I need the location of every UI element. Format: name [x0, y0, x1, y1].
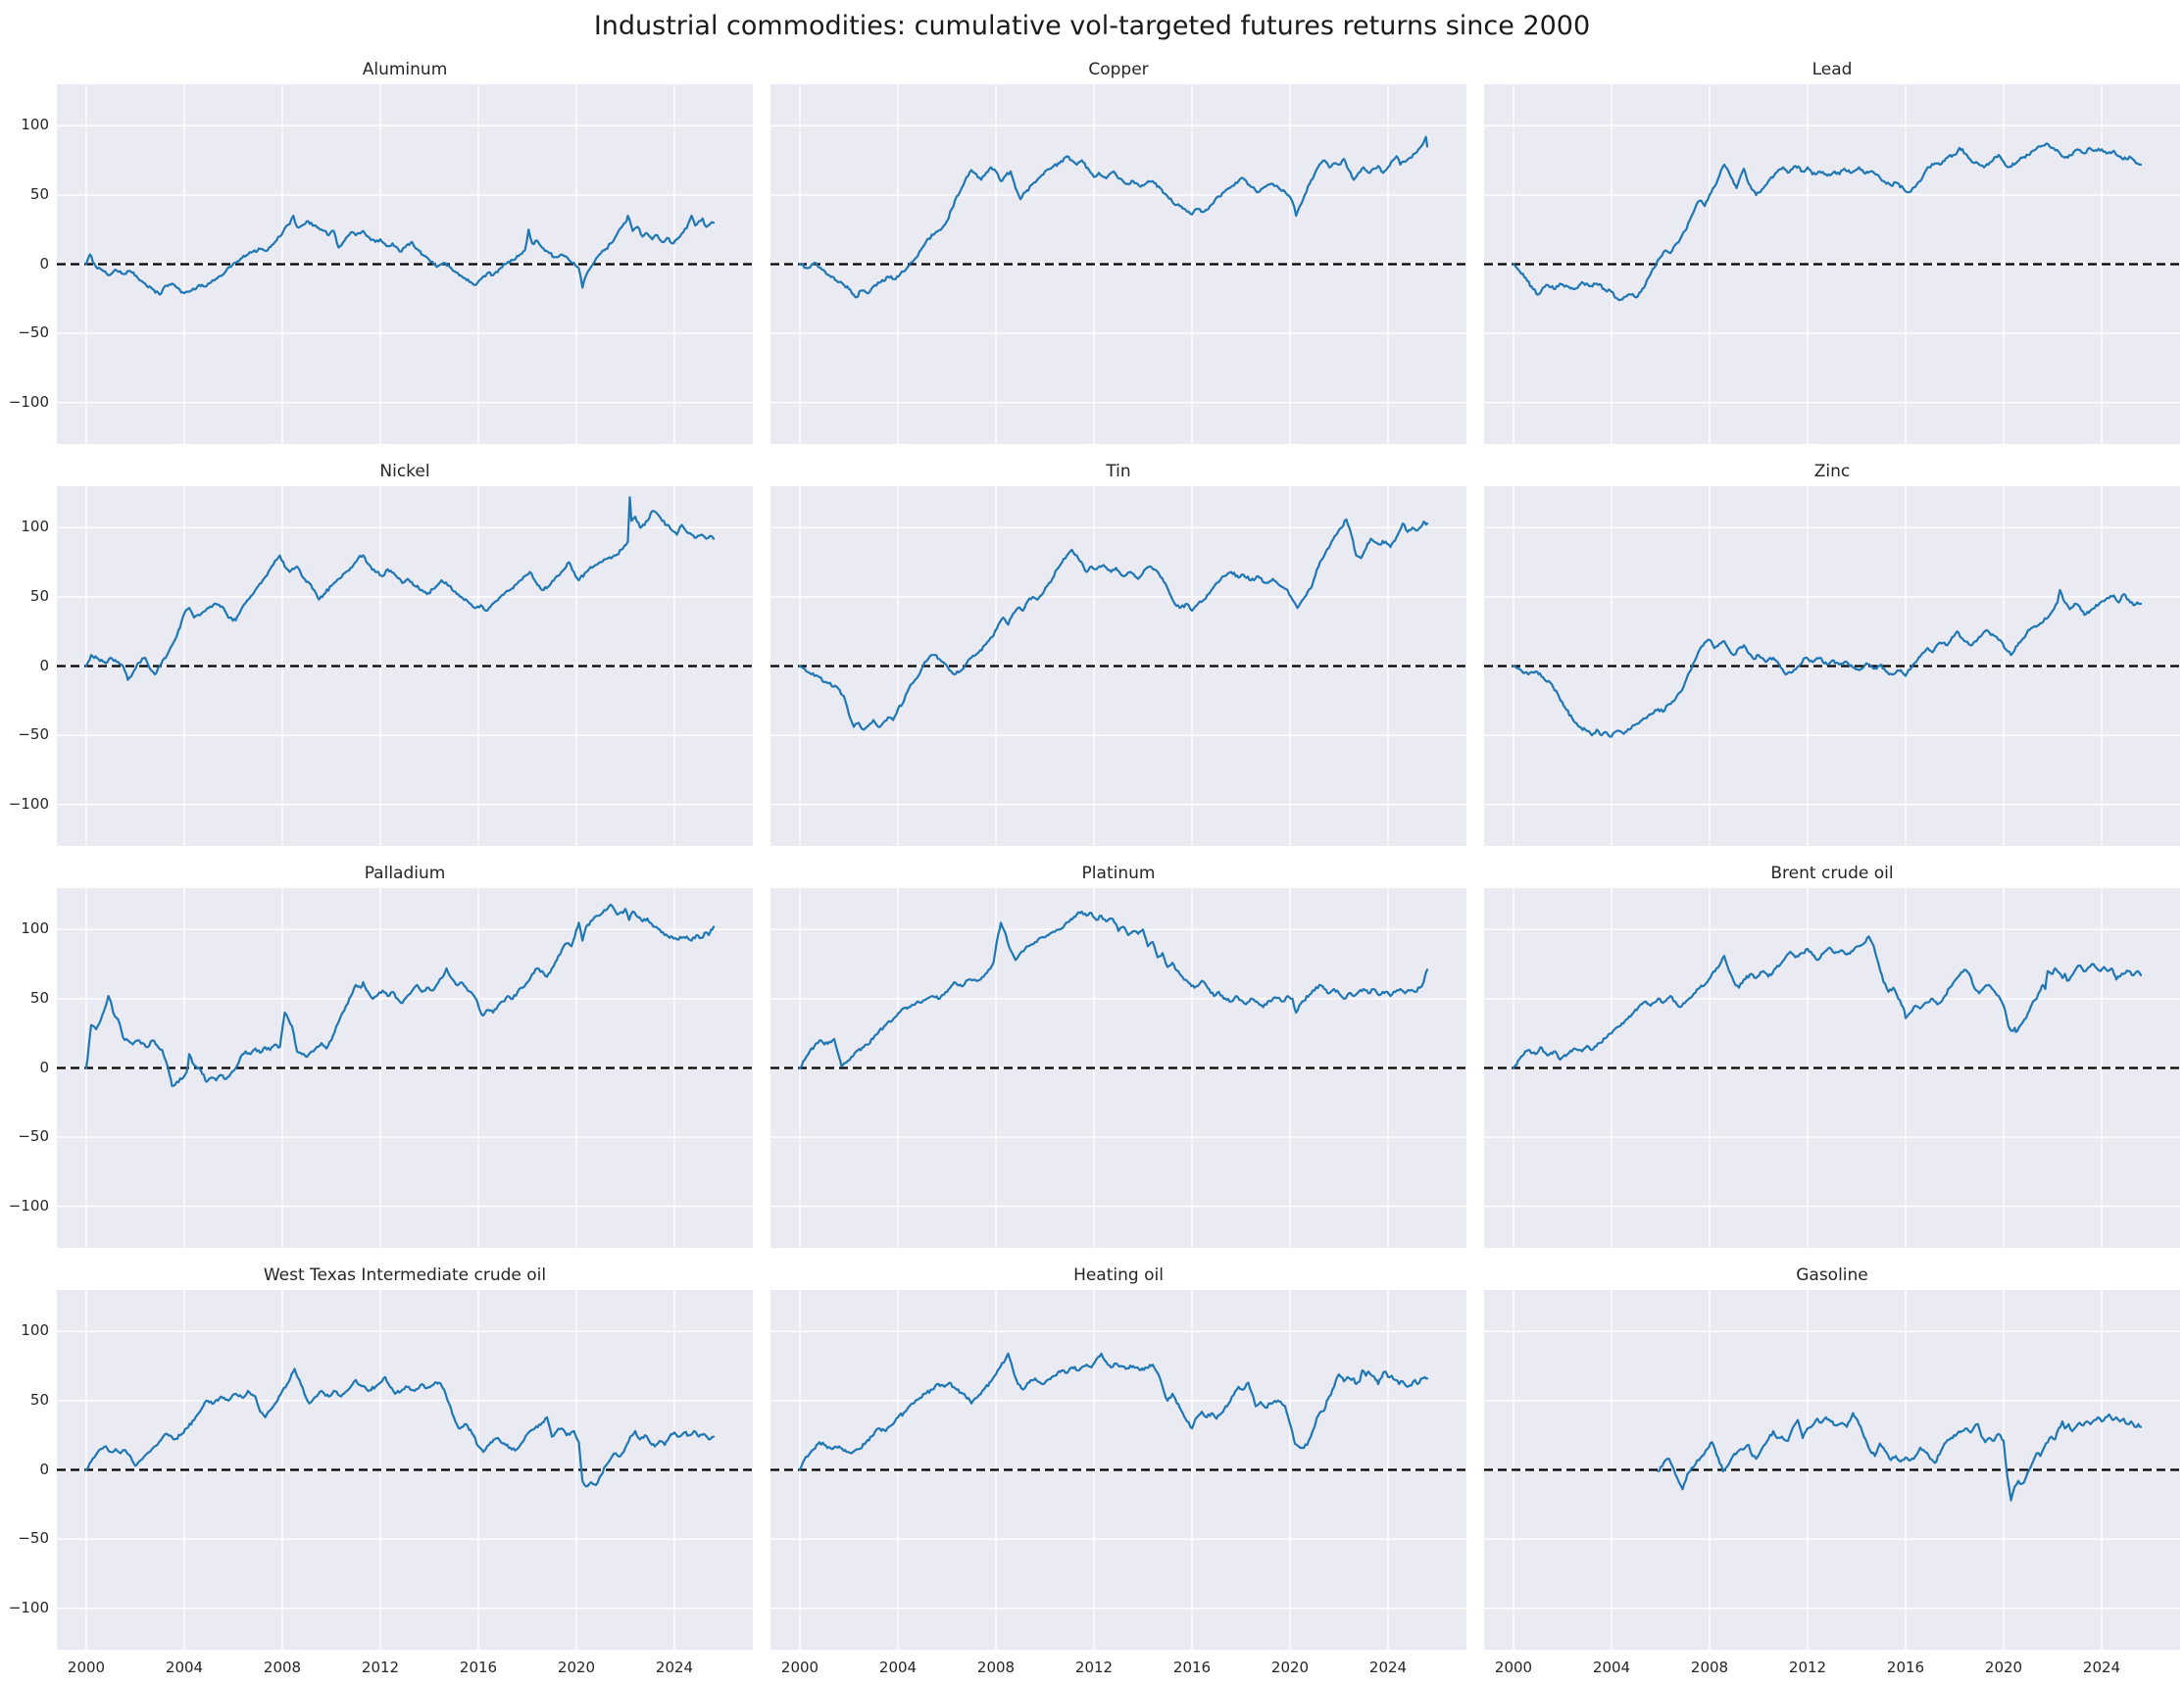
subplot-gasoline: Gasoline 2000 2004 2008 2012 2016 2020 2024 — [1484, 1264, 2180, 1676]
x-tick-label: 2004 — [1592, 1659, 1631, 1676]
x-tick-label: 2016 — [459, 1659, 498, 1676]
subplot-west-texas-intermediate-crude-oil: West Texas Intermediate crude oil 100 50 0… — [9, 1264, 753, 1676]
subplot-copper: Copper — [770, 59, 1466, 444]
subplot-title: Zinc — [1813, 462, 1851, 481]
plot-canvas — [57, 84, 753, 444]
y-tick-label: 0 — [39, 656, 49, 674]
y-tick-label: −50 — [18, 1529, 49, 1548]
x-tick-label: 2008 — [263, 1659, 302, 1676]
plot-canvas — [57, 888, 753, 1248]
y-tick-label: −100 — [8, 794, 49, 813]
y-tick-label: 100 — [21, 1321, 49, 1340]
subplot-grid: Aluminum 100 50 0 −50 −100 Copper Lead Nicke… — [0, 59, 2184, 1676]
subplot-title: Nickel — [379, 462, 430, 481]
plot-canvas — [1484, 888, 2180, 1248]
subplot-zinc: Zinc — [1484, 461, 2180, 846]
subplot-title: Aluminum — [362, 60, 448, 79]
y-tick-label: −100 — [8, 1196, 49, 1215]
x-tick-label: 2008 — [1690, 1659, 1729, 1676]
y-tick-label: 0 — [39, 1460, 49, 1478]
y-tick-label: −100 — [8, 1598, 49, 1616]
x-tick-label: 2016 — [1886, 1659, 1925, 1676]
plot-canvas — [1484, 1290, 2180, 1650]
y-tick-label: −50 — [18, 725, 49, 744]
plot-canvas — [1484, 84, 2180, 444]
plot-canvas — [57, 1290, 753, 1650]
x-tick-label: 2012 — [1788, 1659, 1827, 1676]
y-tick-label: 50 — [29, 988, 49, 1007]
subplot-title: Gasoline — [1796, 1265, 1868, 1285]
x-tick-label: 2008 — [976, 1659, 1016, 1676]
subplot-palladium: Palladium 100 50 0 −50 −100 — [9, 863, 753, 1248]
x-tick-label: 2000 — [67, 1659, 106, 1676]
x-tick-label: 2004 — [165, 1659, 204, 1676]
subplot-nickel: Nickel 100 50 0 −50 −100 — [9, 461, 753, 846]
subplot-title: Platinum — [1081, 864, 1156, 883]
plot-canvas — [1484, 486, 2180, 846]
subplot-title: West Texas Intermediate crude oil — [263, 1265, 547, 1285]
y-tick-label: 50 — [29, 586, 49, 605]
y-tick-label: 100 — [21, 116, 49, 134]
x-tick-label: 2020 — [1984, 1659, 2023, 1676]
subplot-brent-crude-oil: Brent crude oil — [1484, 863, 2180, 1248]
subplot-platinum: Platinum — [770, 863, 1466, 1248]
y-tick-label: 100 — [21, 919, 49, 938]
y-tick-label: −50 — [18, 1127, 49, 1146]
subplot-title: Palladium — [364, 864, 446, 883]
subplot-title: Copper — [1088, 60, 1149, 79]
x-tick-label: 2012 — [1074, 1659, 1114, 1676]
plot-canvas — [770, 1290, 1466, 1650]
y-tick-label: −100 — [8, 392, 49, 411]
x-tick-label: 2000 — [780, 1659, 819, 1676]
plot-canvas — [57, 486, 753, 846]
subplot-heating-oil: Heating oil 2000 2004 2008 2012 2016 2020 2024 — [770, 1264, 1466, 1676]
y-tick-label: 100 — [21, 518, 49, 536]
subplot-tin: Tin — [770, 461, 1466, 846]
x-tick-label: 2020 — [1270, 1659, 1310, 1676]
x-tick-label: 2004 — [878, 1659, 918, 1676]
x-tick-label: 2024 — [1368, 1659, 1408, 1676]
x-tick-label: 2012 — [361, 1659, 400, 1676]
x-tick-label: 2016 — [1172, 1659, 1212, 1676]
subplot-title: Brent crude oil — [1770, 864, 1894, 883]
y-tick-label: −50 — [18, 323, 49, 342]
x-tick-label: 2020 — [557, 1659, 596, 1676]
subplot-title: Lead — [1812, 60, 1853, 79]
y-tick-label: 0 — [39, 1058, 49, 1076]
plot-canvas — [770, 84, 1466, 444]
y-tick-label: 50 — [29, 184, 49, 203]
subplot-title: Heating oil — [1073, 1265, 1164, 1285]
plot-canvas — [770, 888, 1466, 1248]
subplot-title: Tin — [1106, 462, 1131, 481]
subplot-aluminum: Aluminum 100 50 0 −50 −100 — [9, 59, 753, 444]
y-tick-label: 50 — [29, 1390, 49, 1409]
x-tick-label: 2000 — [1494, 1659, 1533, 1676]
x-tick-label: 2024 — [655, 1659, 694, 1676]
figure-title: Industrial commodities: cumulative vol-t… — [593, 11, 1591, 41]
subplot-lead: Lead — [1484, 59, 2180, 444]
plot-canvas — [770, 486, 1466, 846]
x-tick-label: 2024 — [2082, 1659, 2121, 1676]
y-tick-label: 0 — [39, 254, 49, 273]
